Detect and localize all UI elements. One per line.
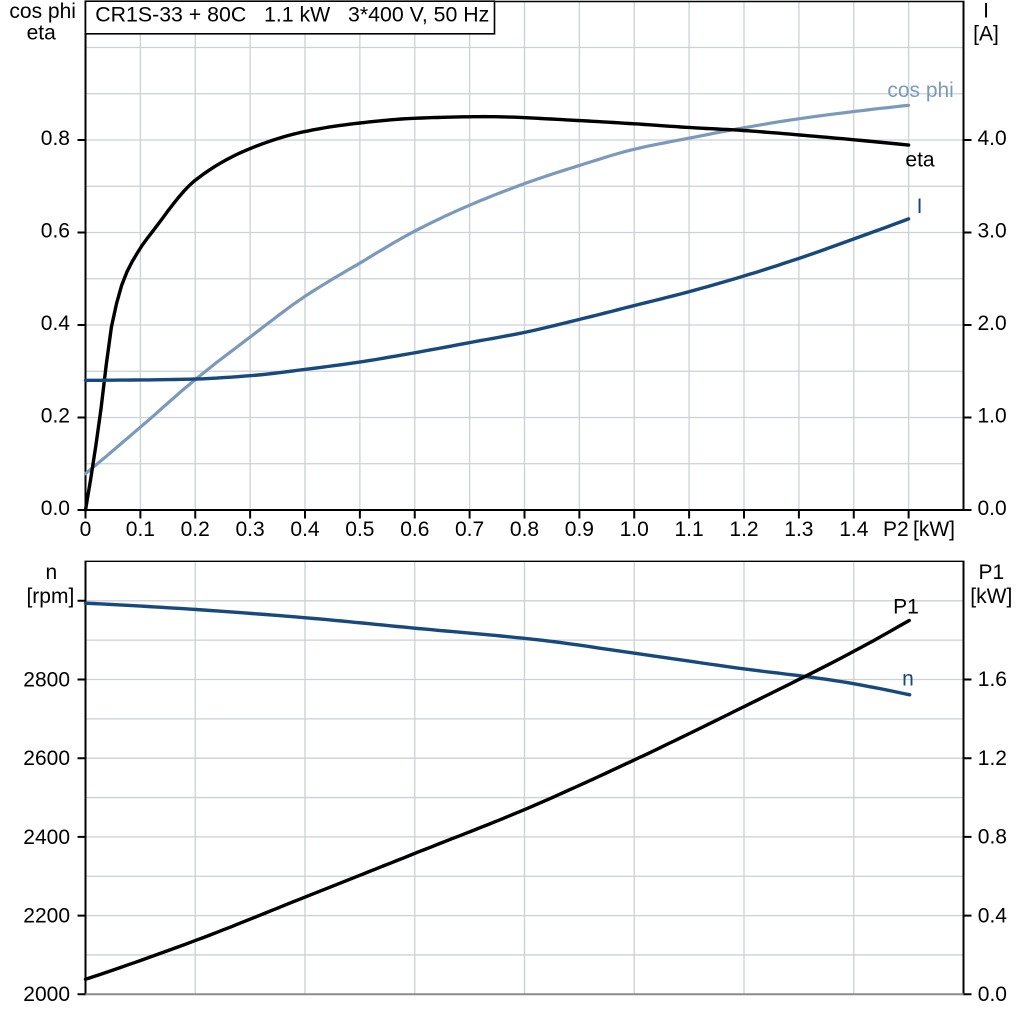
svg-text:4.0: 4.0 xyxy=(978,127,1007,150)
svg-text:0.8: 0.8 xyxy=(41,127,70,150)
svg-text:0.6: 0.6 xyxy=(41,220,70,243)
svg-text:I: I xyxy=(983,0,989,23)
svg-text:cos phi: cos phi xyxy=(887,79,954,102)
svg-text:1.2: 1.2 xyxy=(978,747,1007,770)
svg-text:1.3: 1.3 xyxy=(784,518,813,541)
svg-text:0: 0 xyxy=(80,518,92,541)
svg-text:2800: 2800 xyxy=(23,668,70,691)
svg-text:1.2: 1.2 xyxy=(729,518,758,541)
svg-text:n: n xyxy=(45,561,57,584)
svg-text:0.0: 0.0 xyxy=(978,983,1007,1006)
svg-text:0.3: 0.3 xyxy=(235,518,264,541)
svg-text:P1: P1 xyxy=(893,595,919,618)
svg-text:2400: 2400 xyxy=(23,826,70,849)
svg-text:P2: P2 xyxy=(883,518,909,541)
svg-text:[A]: [A] xyxy=(973,23,999,46)
svg-text:0.1: 0.1 xyxy=(126,518,155,541)
svg-text:0.2: 0.2 xyxy=(181,518,210,541)
svg-text:1.0: 1.0 xyxy=(978,405,1007,428)
svg-text:0.0: 0.0 xyxy=(41,497,70,520)
svg-text:0.4: 0.4 xyxy=(41,312,71,335)
svg-text:eta: eta xyxy=(27,22,57,45)
svg-text:1.6: 1.6 xyxy=(978,668,1007,691)
svg-text:0.4: 0.4 xyxy=(978,904,1008,927)
svg-text:0.4: 0.4 xyxy=(290,518,320,541)
svg-text:0.9: 0.9 xyxy=(565,518,594,541)
svg-text:2.0: 2.0 xyxy=(978,312,1007,335)
svg-text:cos phi: cos phi xyxy=(9,0,76,23)
svg-text:2600: 2600 xyxy=(23,747,70,770)
svg-text:0.8: 0.8 xyxy=(510,518,539,541)
svg-text:1.0: 1.0 xyxy=(620,518,649,541)
svg-text:1.4: 1.4 xyxy=(839,518,869,541)
svg-text:[kW]: [kW] xyxy=(970,585,1012,608)
svg-text:0.8: 0.8 xyxy=(978,826,1007,849)
svg-text:n: n xyxy=(902,668,914,691)
svg-text:1.1: 1.1 xyxy=(674,518,703,541)
svg-text:2200: 2200 xyxy=(23,905,70,928)
svg-text:eta: eta xyxy=(905,149,935,172)
svg-text:CR1S-33 + 80C 1.1 kW 3*400: CR1S-33 + 80C 1.1 kW 3*400 V, 50 Hz xyxy=(95,4,489,27)
svg-text:0.6: 0.6 xyxy=(400,518,429,541)
svg-text:0.7: 0.7 xyxy=(455,518,484,541)
svg-text:[rpm]: [rpm] xyxy=(26,585,74,608)
svg-text:[kW]: [kW] xyxy=(913,518,955,541)
svg-text:0.5: 0.5 xyxy=(345,518,374,541)
svg-text:0.2: 0.2 xyxy=(41,405,70,428)
svg-text:2000: 2000 xyxy=(23,983,70,1006)
svg-text:I: I xyxy=(917,195,923,218)
svg-text:3.0: 3.0 xyxy=(978,220,1007,243)
svg-text:0.0: 0.0 xyxy=(978,497,1007,520)
svg-text:P1: P1 xyxy=(978,561,1004,584)
